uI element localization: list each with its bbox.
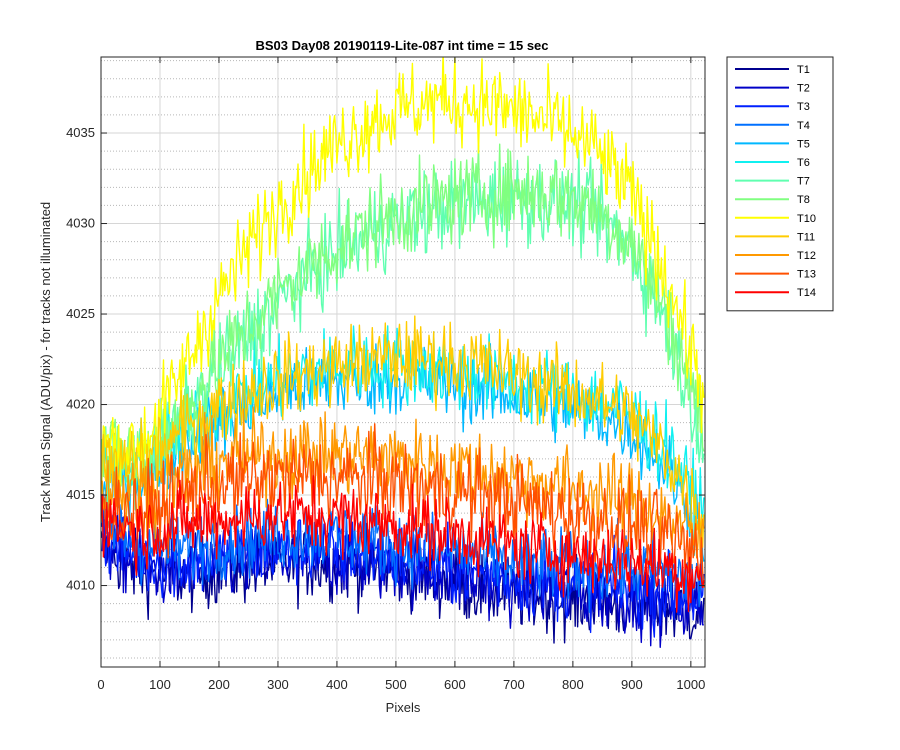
y-tick-label: 4035 (66, 125, 95, 140)
legend-label: T11 (797, 231, 815, 243)
series-layer (101, 57, 705, 648)
legend-label: T8 (797, 194, 810, 206)
x-axis: 0 100 200 300 400 500 600 700 800 900 1000 (97, 57, 705, 692)
legend-label: T5 (797, 138, 810, 150)
chart-title: BS03 Day08 20190119-Lite-087 int time = … (255, 38, 548, 53)
x-axis-label: Pixels (386, 700, 421, 715)
legend-label: T13 (797, 269, 816, 281)
legend-label: T14 (797, 287, 816, 299)
plot-frame (100, 56, 706, 668)
legend-label: T10 (797, 213, 816, 225)
y-tick-label: 4010 (66, 578, 95, 593)
x-tick-label: 900 (621, 677, 643, 692)
series-line-T10 (101, 57, 705, 507)
series-line-T14 (101, 475, 705, 613)
x-tick-label: 0 (97, 677, 104, 692)
series-line-T8 (101, 143, 705, 487)
y-tick-label: 4020 (66, 397, 95, 412)
x-tick-label: 600 (444, 677, 466, 692)
x-tick-label: 700 (503, 677, 525, 692)
legend-label: T7 (797, 176, 810, 188)
x-tick-label: 500 (385, 677, 407, 692)
series-line-T13 (101, 423, 705, 588)
legend-box (726, 56, 834, 312)
legend-label: T6 (797, 157, 810, 169)
y-tick-label: 4030 (66, 216, 95, 231)
legend-label: T4 (797, 120, 810, 132)
y-axis: 4010 4015 4020 4025 4030 4035 (66, 125, 705, 593)
series-line-T12 (101, 406, 705, 559)
x-tick-label: 400 (326, 677, 348, 692)
legend-label: T2 (797, 83, 810, 95)
legend: T1 T2 T3 T4 T5 T6 T7 T8 T10 T11 T12 T13 T14 (726, 56, 834, 312)
x-tick-label: 1000 (676, 677, 705, 692)
x-tick-label: 300 (267, 677, 289, 692)
x-tick-label: 100 (149, 677, 171, 692)
legend-label: T12 (797, 250, 816, 262)
y-axis-label: Track Mean Signal (ADU/pix) - for tracks… (38, 202, 53, 522)
legend-label: T1 (797, 64, 810, 76)
y-tick-label: 4025 (66, 306, 95, 321)
x-tick-label: 200 (208, 677, 230, 692)
x-tick-label: 800 (562, 677, 584, 692)
series-line-T11 (101, 315, 705, 548)
y-tick-label: 4015 (66, 487, 95, 502)
legend-label: T3 (797, 101, 810, 113)
